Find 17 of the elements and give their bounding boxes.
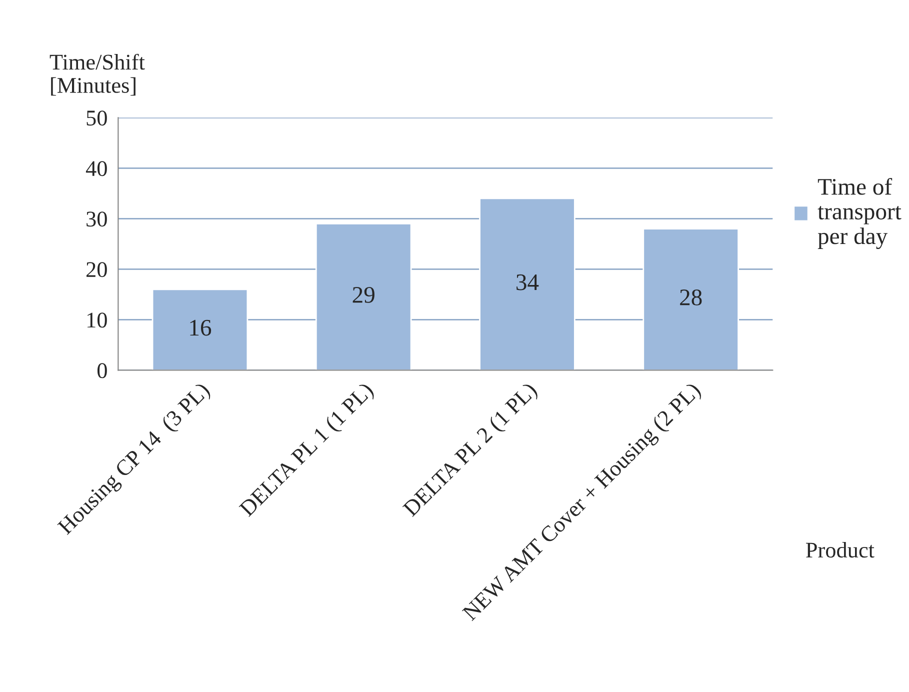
y-tick-label: 40 — [86, 161, 107, 176]
data-label: 34 — [516, 274, 539, 290]
data-label: 28 — [680, 289, 702, 306]
bar — [642, 228, 739, 370]
bar — [479, 198, 576, 370]
bar — [315, 223, 412, 370]
y-tick-label: 50 — [86, 110, 107, 126]
y-tick-label: 10 — [87, 312, 107, 328]
legend-label: Time of transport per day — [818, 178, 902, 250]
bar — [152, 288, 248, 370]
y-tick-label: 30 — [86, 212, 107, 227]
y-tick-label: 0 — [97, 363, 107, 378]
data-label: 16 — [190, 320, 212, 336]
y-tick-label: 20 — [86, 262, 107, 278]
x-axis-title: Product — [806, 542, 874, 558]
y-axis-title: Time/Shift [Minutes] — [50, 54, 145, 96]
data-label: 29 — [352, 287, 374, 303]
